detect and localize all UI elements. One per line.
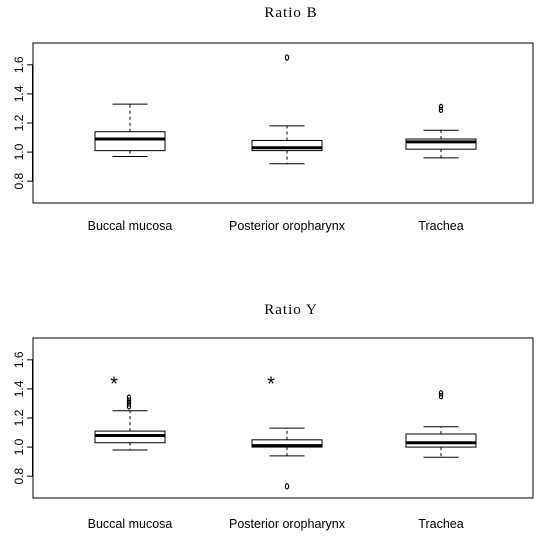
category-label: Trachea	[418, 219, 463, 233]
y-tick-label: 1.2	[12, 114, 26, 131]
y-tick-label: 0.8	[12, 468, 26, 485]
box-iqr	[94, 131, 166, 152]
box-group	[405, 103, 477, 159]
category-label: Buccal mucosa	[88, 517, 173, 531]
y-tick-label: 1.4	[12, 85, 26, 102]
box-iqr	[251, 139, 323, 152]
category-label: Buccal mucosa	[88, 219, 173, 233]
box-group: *	[251, 374, 323, 490]
box-iqr	[405, 433, 477, 448]
box-group: *	[94, 374, 166, 451]
box-iqr	[405, 138, 477, 150]
category-label: Trachea	[418, 517, 463, 531]
category-label: Posterior oropharynx	[229, 517, 346, 531]
significance-asterisk: *	[267, 374, 275, 396]
plot-frame	[32, 42, 534, 204]
y-tick-label: 1.6	[12, 56, 26, 73]
box-group	[405, 390, 477, 458]
plot-frame	[32, 337, 534, 499]
outlier-point	[126, 403, 132, 410]
chart-title: Ratio Y	[264, 302, 318, 318]
category-label: Posterior oropharynx	[229, 219, 346, 233]
y-tick-label: 1.4	[12, 380, 26, 397]
outlier-point	[438, 106, 444, 114]
outlier-point	[284, 54, 290, 61]
y-tick-label: 1.6	[12, 351, 26, 368]
box-group	[251, 54, 323, 165]
y-tick-label: 0.8	[12, 173, 26, 190]
chart-panel: Ratio Y 0.8 1.0 1.2 1.4 1.6 Buccal mucosa Poste…	[12, 302, 534, 531]
outlier-point	[126, 394, 132, 401]
outlier-point	[126, 397, 132, 404]
y-tick-label: 1.0	[12, 143, 26, 160]
outlier-point	[284, 483, 290, 490]
chart-panel: Ratio B 0.8 1.0 1.2 1.4 1.6 Buccal mucosa Poste…	[12, 5, 534, 233]
box-group	[94, 103, 166, 157]
y-tick-label: 1.0	[12, 438, 26, 455]
significance-asterisk: *	[110, 374, 118, 396]
outlier-point	[126, 400, 132, 407]
outlier-point	[438, 390, 444, 397]
y-tick-label: 1.2	[12, 409, 26, 426]
chart-title: Ratio B	[264, 5, 317, 21]
outlier-point	[438, 392, 444, 400]
outlier-point	[438, 103, 444, 111]
